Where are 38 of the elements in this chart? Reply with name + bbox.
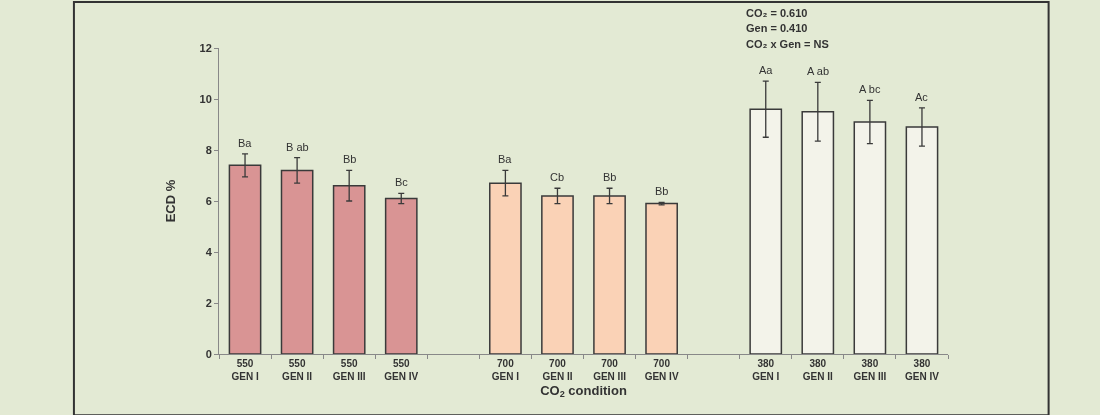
y-tick-label: 8 — [205, 143, 212, 156]
x-tick-label: 550 GEN III — [332, 358, 366, 382]
data-label: Bb — [343, 153, 357, 165]
data-label: Ac — [915, 91, 929, 103]
text: Gen = 0.410 — [746, 22, 808, 34]
y-tick-label: 10 — [199, 92, 212, 105]
data-label: Ba — [238, 137, 253, 149]
x-tick-label: 550 GEN I — [231, 358, 259, 382]
y-tick-label: 6 — [205, 194, 212, 207]
x-axis-title: CO$_{2}$ condition — [540, 382, 627, 400]
y-tick-label: 0 — [205, 347, 212, 360]
x-tick-label: 700 GEN II — [542, 358, 573, 382]
bar — [645, 202, 678, 354]
data-label: Aa — [759, 64, 774, 76]
data-label: Ba — [498, 153, 513, 165]
data-label: Bb — [603, 171, 617, 183]
x-tick-label: 380 GEN III — [853, 358, 887, 382]
text: CO₂ = 0.610 — [746, 7, 808, 19]
data-label: Bb — [655, 185, 669, 197]
x-tick-label: 700 GEN I — [491, 358, 520, 382]
x-tick-label: 700 GEN IV — [644, 358, 679, 382]
x-tick-label: 550 GEN IV — [384, 358, 419, 382]
bar — [384, 197, 418, 354]
y-tick-label: 2 — [205, 296, 212, 309]
x-tick-label: 380 GEN II — [802, 358, 834, 382]
x-tick-label: 380 GEN I — [752, 358, 780, 382]
x-tick-label: 550 GEN II — [282, 358, 313, 382]
y-axis-title: ECD % — [163, 179, 179, 223]
data-label: A bc — [859, 83, 881, 95]
y-tick-label: 4 — [205, 245, 213, 258]
x-tick-label: 380 GEN IV — [905, 358, 940, 382]
data-label: Cb — [550, 171, 565, 183]
y-tick-label: 12 — [199, 41, 212, 54]
annotation: CO₂ x Gen = NS — [746, 38, 829, 50]
data-label: A ab — [807, 65, 830, 77]
data-label: Bc — [395, 176, 409, 188]
x-tick-label: 700 GEN III — [593, 358, 627, 382]
data-label: B ab — [286, 141, 309, 153]
